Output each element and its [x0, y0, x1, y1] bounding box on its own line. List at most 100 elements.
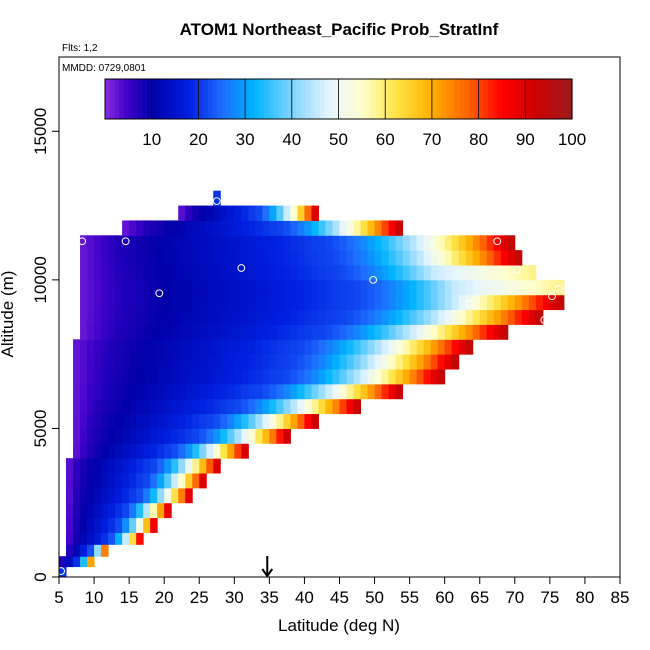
sample-point — [513, 265, 521, 274]
heatmap-cell — [101, 279, 109, 296]
heatmap-cell — [542, 294, 551, 311]
heatmap-cell — [199, 443, 207, 459]
colorbar-swatch — [431, 79, 438, 119]
heatmap-cell — [115, 265, 123, 281]
heatmap-cell — [248, 354, 256, 370]
heatmap-cell — [136, 458, 144, 474]
heatmap-cell — [381, 354, 390, 370]
heatmap-cell — [80, 556, 88, 568]
heatmap-cell — [157, 220, 165, 236]
heatmap-cell — [276, 413, 284, 429]
heatmap-cell — [192, 428, 200, 444]
heatmap-cell — [129, 324, 137, 340]
heatmap-cell — [283, 309, 291, 325]
heatmap-cell — [339, 383, 348, 400]
heatmap-cell — [199, 473, 207, 489]
heatmap-cell — [318, 354, 326, 370]
heatmap-cell — [178, 294, 186, 311]
heatmap-cell — [542, 279, 551, 296]
heatmap-cell — [199, 383, 207, 400]
colorbar-frame — [104, 78, 573, 120]
heatmap-cell — [227, 279, 235, 296]
heatmap-cell — [115, 532, 123, 545]
heatmap-cell — [416, 265, 425, 281]
colorbar-tick-label: 100 — [558, 130, 586, 149]
heatmap-cell — [353, 265, 362, 281]
heatmap-cell — [248, 279, 256, 296]
heatmap-cell — [262, 398, 270, 415]
colorbar-swatch — [184, 79, 190, 119]
heatmap-cell — [346, 339, 355, 355]
heatmap-cell — [493, 294, 502, 311]
heatmap-cell — [220, 428, 228, 444]
heatmap-cell — [101, 324, 109, 340]
heatmap-cell — [234, 235, 242, 251]
heatmap-cell — [395, 250, 404, 266]
heatmap-cell — [199, 398, 207, 415]
heatmap-cell — [318, 339, 326, 355]
x-tick-label: 70 — [505, 588, 524, 607]
heatmap-cell — [325, 339, 333, 355]
heatmap-cell — [381, 309, 390, 325]
heatmap-cell — [353, 220, 362, 236]
heatmap-cell — [297, 324, 305, 340]
heatmap-cell — [297, 309, 305, 325]
colorbar-swatch — [403, 79, 410, 119]
heatmap-cell — [101, 443, 109, 459]
colorbar-tick-label: 20 — [189, 130, 208, 149]
heatmap-cell — [360, 354, 369, 370]
heatmap-cell — [409, 324, 418, 340]
heatmap-cell — [122, 279, 130, 296]
heatmap-cell — [143, 383, 151, 400]
heatmap-cell — [353, 250, 362, 266]
heatmap-cell — [339, 339, 348, 355]
colorbar: 10 20 30 40 50 60 70 80 90 100 — [105, 79, 586, 149]
heatmap-cell — [276, 220, 284, 236]
heatmap-cell — [514, 250, 523, 266]
heatmap-cell — [269, 324, 277, 340]
heatmap-cell — [185, 235, 193, 251]
heatmap-cell — [325, 398, 333, 415]
heatmap-cell — [241, 398, 249, 415]
heatmap-cell — [388, 383, 397, 400]
heatmap-cell — [171, 473, 179, 489]
heatmap-cell — [423, 265, 432, 281]
heatmap-cell — [220, 413, 228, 429]
colorbar-swatch — [277, 79, 284, 119]
heatmap-cell — [171, 265, 179, 281]
heatmap-cell — [199, 220, 207, 236]
heatmap-cell — [472, 250, 481, 266]
colorbar-swatch — [529, 79, 536, 119]
heatmap-cell — [493, 250, 502, 266]
heatmap-cell — [339, 398, 348, 415]
heatmap-cell — [360, 294, 369, 311]
heatmap-cell — [297, 235, 305, 251]
heatmap-cell — [129, 383, 137, 400]
heatmap-cell — [262, 235, 270, 251]
x-axis: 5 10 15 20 25 30 35 40 45 50 55 60 65 70 75 80 85 — [54, 577, 629, 607]
colorbar-swatch — [427, 79, 433, 119]
heatmap-cell — [164, 220, 172, 236]
heatmap-cell — [465, 279, 474, 296]
heatmap-cell — [80, 309, 88, 325]
heatmap-cell — [241, 309, 249, 325]
heatmap-cell — [199, 279, 207, 296]
colorbar-swatch — [193, 79, 199, 119]
heatmap-cell — [171, 250, 179, 266]
heatmap-cell — [388, 279, 397, 296]
heatmap-cell — [213, 190, 221, 207]
heatmap-cell — [437, 309, 446, 325]
heatmap-cell — [101, 398, 109, 415]
heatmap-cell — [241, 413, 249, 429]
heatmap-cell — [66, 556, 74, 568]
heatmap-cell — [136, 413, 144, 429]
heatmap-cell — [381, 265, 390, 281]
heatmap-cell — [360, 369, 369, 385]
heatmap-cell — [192, 220, 200, 236]
colorbar-swatch — [133, 79, 139, 119]
heatmap-cell — [150, 220, 158, 236]
heatmap-cell — [304, 235, 312, 251]
heatmap-cell — [367, 383, 376, 400]
colorbar-swatch — [333, 79, 340, 119]
heatmap-cell — [395, 339, 404, 355]
